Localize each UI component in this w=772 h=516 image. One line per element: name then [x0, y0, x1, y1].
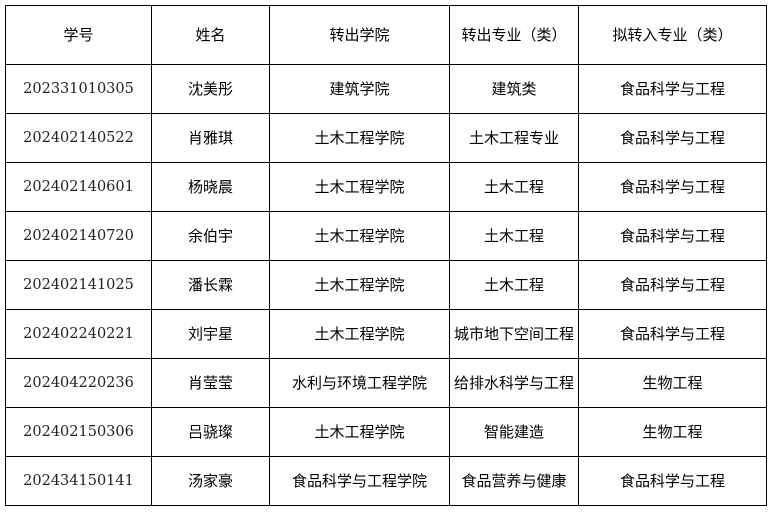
table-row: 202402140720 余伯宇 土木工程学院 土木工程 食品科学与工程 [5, 211, 767, 261]
table-row: 202331010305 沈美彤 建筑学院 建筑类 食品科学与工程 [5, 64, 767, 114]
from-college-cell: 土木工程学院 [269, 211, 450, 261]
student-name-cell: 肖莹莹 [151, 358, 270, 408]
to-major-cell: 生物工程 [578, 358, 767, 408]
student-name-cell: 刘宇星 [151, 309, 270, 359]
from-college-cell: 建筑学院 [269, 64, 450, 114]
student-id-cell: 202402140522 [5, 113, 152, 163]
student-id-cell: 202402140720 [5, 211, 152, 261]
to-major-cell: 食品科学与工程 [578, 162, 767, 212]
student-name-cell: 吕骁璨 [151, 407, 270, 457]
table-row: 202402150306 吕骁璨 土木工程学院 智能建造 生物工程 [5, 407, 767, 457]
from-major-cell: 智能建造 [449, 407, 579, 457]
student-name-cell: 余伯宇 [151, 211, 270, 261]
student-name-cell: 汤家豪 [151, 456, 270, 506]
from-major-cell: 土木工程 [449, 211, 579, 261]
student-id-cell: 202404220236 [5, 358, 152, 408]
from-major-cell: 土木工程专业 [449, 113, 579, 163]
from-major-cell: 城市地下空间工程 [449, 309, 579, 359]
table-row: 202404220236 肖莹莹 水利与环境工程学院 给排水科学与工程 生物工程 [5, 358, 767, 408]
student-id-cell: 202402140601 [5, 162, 152, 212]
student-name-cell: 沈美彤 [151, 64, 270, 114]
table-row: 202402240221 刘宇星 土木工程学院 城市地下空间工程 食品科学与工程 [5, 309, 767, 359]
from-major-cell: 土木工程 [449, 260, 579, 310]
student-id-cell: 202402141025 [5, 260, 152, 310]
header-student-id: 学号 [5, 5, 152, 65]
to-major-cell: 食品科学与工程 [578, 456, 767, 506]
from-major-cell: 食品营养与健康 [449, 456, 579, 506]
header-row: 学号 姓名 转出学院 转出专业（类） 拟转入专业（类） [5, 5, 767, 65]
to-major-cell: 生物工程 [578, 407, 767, 457]
from-college-cell: 水利与环境工程学院 [269, 358, 450, 408]
from-college-cell: 土木工程学院 [269, 260, 450, 310]
student-name-cell: 杨晓晨 [151, 162, 270, 212]
student-id-cell: 202402150306 [5, 407, 152, 457]
table-row: 202402140522 肖雅琪 土木工程学院 土木工程专业 食品科学与工程 [5, 113, 767, 163]
to-major-cell: 食品科学与工程 [578, 309, 767, 359]
student-id-cell: 202434150141 [5, 456, 152, 506]
from-college-cell: 食品科学与工程学院 [269, 456, 450, 506]
to-major-cell: 食品科学与工程 [578, 64, 767, 114]
from-college-cell: 土木工程学院 [269, 162, 450, 212]
to-major-cell: 食品科学与工程 [578, 260, 767, 310]
header-from-major: 转出专业（类） [449, 5, 579, 65]
to-major-cell: 食品科学与工程 [578, 211, 767, 261]
to-major-cell: 食品科学与工程 [578, 113, 767, 163]
header-to-major: 拟转入专业（类） [578, 5, 767, 65]
from-college-cell: 土木工程学院 [269, 113, 450, 163]
from-major-cell: 给排水科学与工程 [449, 358, 579, 408]
from-major-cell: 土木工程 [449, 162, 579, 212]
header-from-college: 转出学院 [269, 5, 450, 65]
student-id-cell: 202402240221 [5, 309, 152, 359]
student-id-cell: 202331010305 [5, 64, 152, 114]
table-row: 202402140601 杨晓晨 土木工程学院 土木工程 食品科学与工程 [5, 162, 767, 212]
table-row: 202434150141 汤家豪 食品科学与工程学院 食品营养与健康 食品科学与工程 [5, 456, 767, 506]
header-name: 姓名 [151, 5, 270, 65]
student-name-cell: 潘长霖 [151, 260, 270, 310]
from-college-cell: 土木工程学院 [269, 309, 450, 359]
from-college-cell: 土木工程学院 [269, 407, 450, 457]
from-major-cell: 建筑类 [449, 64, 579, 114]
student-name-cell: 肖雅琪 [151, 113, 270, 163]
table-row: 202402141025 潘长霖 土木工程学院 土木工程 食品科学与工程 [5, 260, 767, 310]
transfer-students-table: 学号 姓名 转出学院 转出专业（类） 拟转入专业（类） 202331010305… [5, 5, 767, 506]
